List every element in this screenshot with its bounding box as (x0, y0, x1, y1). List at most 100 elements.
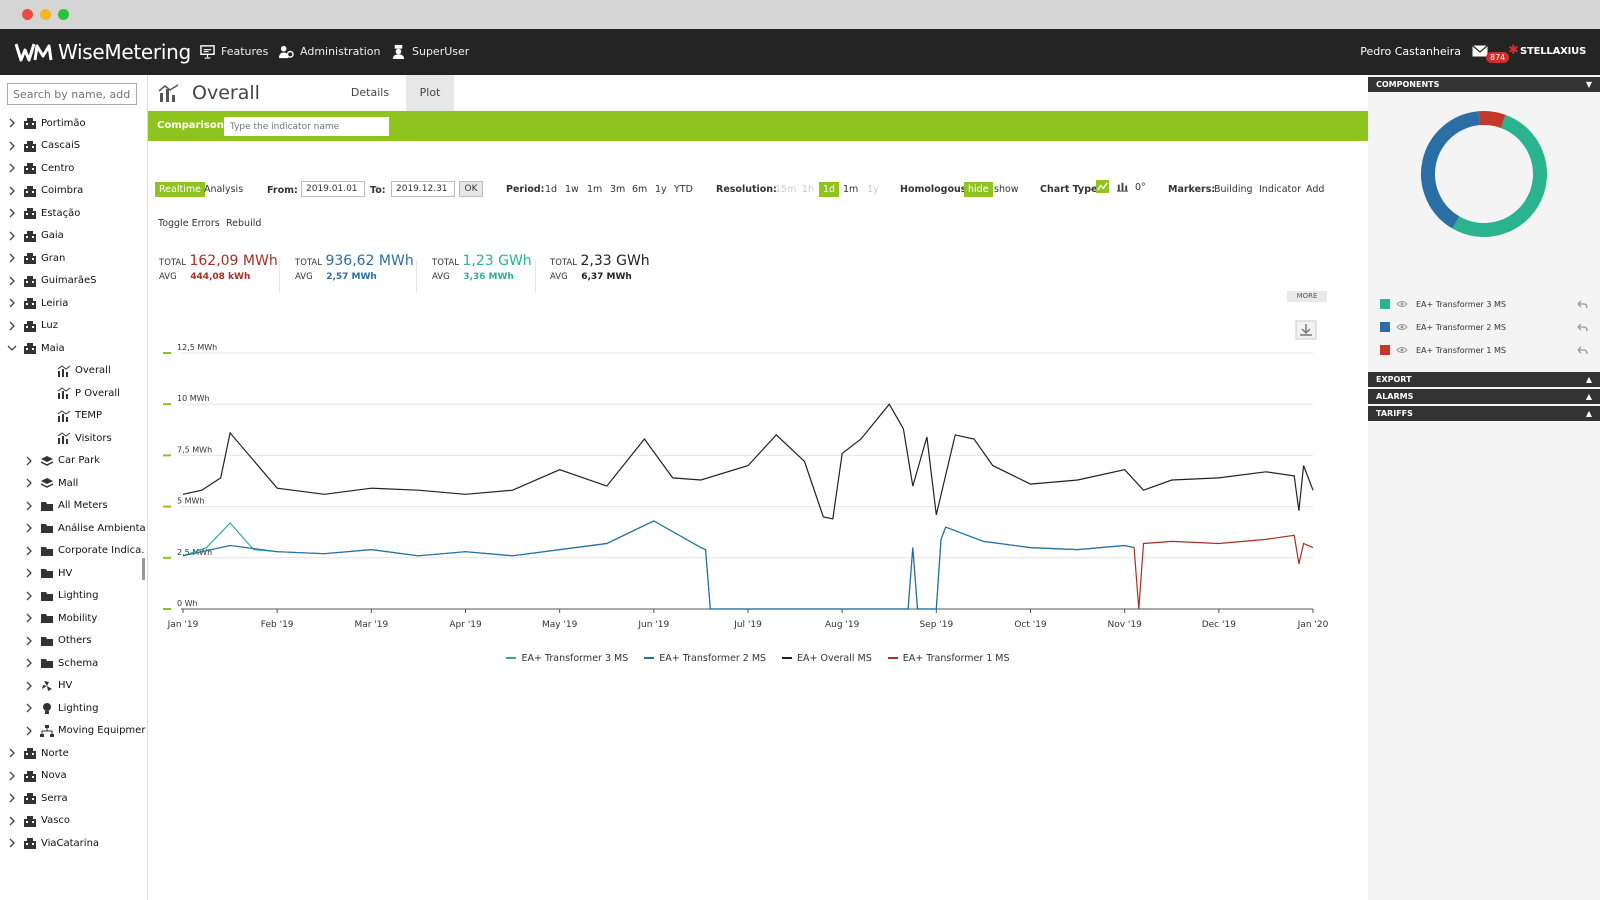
tree-item[interactable]: Nova (7, 768, 67, 784)
chevron-right-icon[interactable] (24, 478, 34, 488)
donut-slice[interactable] (1478, 111, 1506, 129)
donut-slice[interactable] (1452, 114, 1547, 237)
chevron-right-icon[interactable] (7, 793, 17, 803)
tree-item[interactable]: Norte (7, 745, 69, 761)
close-window-button[interactable] (22, 9, 33, 20)
mail-icon[interactable] (1472, 45, 1488, 57)
chevron-right-icon[interactable] (7, 298, 17, 308)
chevron-right-icon[interactable] (24, 681, 34, 691)
tree-item[interactable]: Estação (7, 205, 80, 221)
period-3m[interactable]: 3m (610, 184, 626, 195)
tree-item[interactable]: Schema (24, 655, 98, 671)
tree-item[interactable]: Leiria (7, 295, 68, 311)
tree-item[interactable]: P Overall (41, 385, 120, 401)
chevron-right-icon[interactable] (24, 591, 34, 601)
chart-rotation-degree[interactable]: 0° (1135, 182, 1146, 193)
nav-superuser[interactable]: SuperUser (391, 44, 469, 59)
from-date-input[interactable] (301, 181, 365, 197)
tree-item[interactable]: Visitors (41, 430, 112, 446)
homologous-show-button[interactable]: show (994, 184, 1019, 195)
tree-item[interactable]: Gaia (7, 228, 64, 244)
tree-item[interactable]: HV (24, 565, 72, 581)
period-1w[interactable]: 1w (565, 184, 579, 195)
resolution-1d[interactable]: 1d (819, 182, 840, 197)
chevron-right-icon[interactable] (7, 321, 17, 331)
marker-indicator[interactable]: Indicator (1259, 184, 1301, 195)
chevron-right-icon[interactable] (41, 433, 51, 443)
maximize-window-button[interactable] (58, 9, 69, 20)
tree-item[interactable]: Luz (7, 318, 58, 334)
tree-item[interactable]: Others (24, 633, 92, 649)
logo[interactable]: WiseMetering (15, 39, 191, 65)
tree-item[interactable]: Gran (7, 250, 65, 266)
resolution-1m[interactable]: 1m (843, 184, 859, 195)
nav-features[interactable]: Features (200, 44, 268, 59)
legend-item[interactable]: EA+ Transformer 2 MS (644, 653, 766, 664)
period-6m[interactable]: 6m (632, 184, 648, 195)
sidebar-resize-handle[interactable] (142, 558, 145, 580)
eye-icon[interactable] (1396, 323, 1408, 331)
chevron-right-icon[interactable] (24, 726, 34, 736)
tree-item[interactable]: Mall (24, 475, 78, 491)
tree-item[interactable]: Vasco (7, 813, 70, 829)
chevron-down-icon[interactable] (7, 343, 17, 353)
component-row[interactable]: EA+ Transformer 2 MS (1380, 322, 1588, 332)
tree-item[interactable]: Análise Ambienta (24, 520, 146, 536)
tree-item[interactable]: Maia (7, 340, 65, 356)
tab-plot[interactable]: Plot (406, 75, 454, 111)
tree-item[interactable]: CascaiS (7, 138, 80, 154)
legend-item[interactable]: EA+ Transformer 1 MS (887, 653, 1010, 664)
tariffs-header[interactable]: TARIFFS ▲ (1368, 406, 1600, 421)
comparison-input[interactable] (224, 117, 389, 136)
user-name[interactable]: Pedro Castanheira (1360, 45, 1461, 58)
tree-item[interactable]: HV (24, 678, 72, 694)
mode-realtime-button[interactable]: Realtime (155, 182, 205, 197)
chart-type-bar-button[interactable] (1116, 180, 1129, 193)
tree-item[interactable]: Coimbra (7, 183, 83, 199)
marker-add[interactable]: Add (1306, 184, 1325, 195)
rebuild-button[interactable]: Rebuild (226, 218, 262, 229)
chevron-right-icon[interactable] (41, 366, 51, 376)
chevron-right-icon[interactable] (7, 816, 17, 826)
tree-item[interactable]: Lighting (24, 700, 98, 716)
chevron-right-icon[interactable] (7, 118, 17, 128)
tree-item[interactable]: All Meters (24, 498, 108, 514)
legend-item[interactable]: EA+ Transformer 3 MS (506, 653, 628, 664)
tree-item[interactable]: Portimão (7, 115, 86, 131)
chevron-right-icon[interactable] (24, 613, 34, 623)
chevron-right-icon[interactable] (7, 276, 17, 286)
donut-slice[interactable] (1421, 111, 1480, 229)
resolution-1y[interactable]: 1y (867, 184, 879, 195)
chevron-right-icon[interactable] (24, 636, 34, 646)
component-row[interactable]: EA+ Transformer 3 MS (1380, 299, 1588, 309)
chevron-right-icon[interactable] (7, 231, 17, 241)
chevron-right-icon[interactable] (7, 253, 17, 263)
tab-details[interactable]: Details (350, 86, 390, 99)
resolution-15m[interactable]: 15m (775, 184, 797, 195)
eye-icon[interactable] (1396, 346, 1408, 354)
undo-icon[interactable] (1576, 346, 1588, 355)
eye-icon[interactable] (1396, 300, 1408, 308)
period-1m[interactable]: 1m (587, 184, 603, 195)
chevron-right-icon[interactable] (24, 658, 34, 668)
chart-type-line-button[interactable] (1096, 180, 1109, 193)
nav-administration[interactable]: Administration (279, 44, 381, 59)
toggle-errors-button[interactable]: Toggle Errors (158, 218, 220, 229)
undo-icon[interactable] (1576, 300, 1588, 309)
tree-item[interactable]: Centro (7, 160, 74, 176)
period-ytd[interactable]: YTD (674, 184, 693, 195)
sidebar-search-input[interactable] (7, 83, 137, 105)
tree-item[interactable]: Serra (7, 790, 68, 806)
tree-item[interactable]: Moving Equipmer (24, 723, 145, 739)
brand-label[interactable]: STELLAXIUS (1520, 46, 1587, 57)
tree-item[interactable]: TEMP (41, 408, 102, 424)
minimize-window-button[interactable] (40, 9, 51, 20)
export-header[interactable]: EXPORT ▲ (1368, 372, 1600, 387)
chevron-right-icon[interactable] (7, 186, 17, 196)
tree-item[interactable]: Corporate Indica. (24, 543, 144, 559)
ok-button[interactable]: OK (459, 181, 483, 197)
chevron-right-icon[interactable] (24, 501, 34, 511)
components-header[interactable]: COMPONENTS ▼ (1368, 77, 1600, 92)
marker-building[interactable]: Building (1214, 184, 1253, 195)
chevron-right-icon[interactable] (24, 456, 34, 466)
